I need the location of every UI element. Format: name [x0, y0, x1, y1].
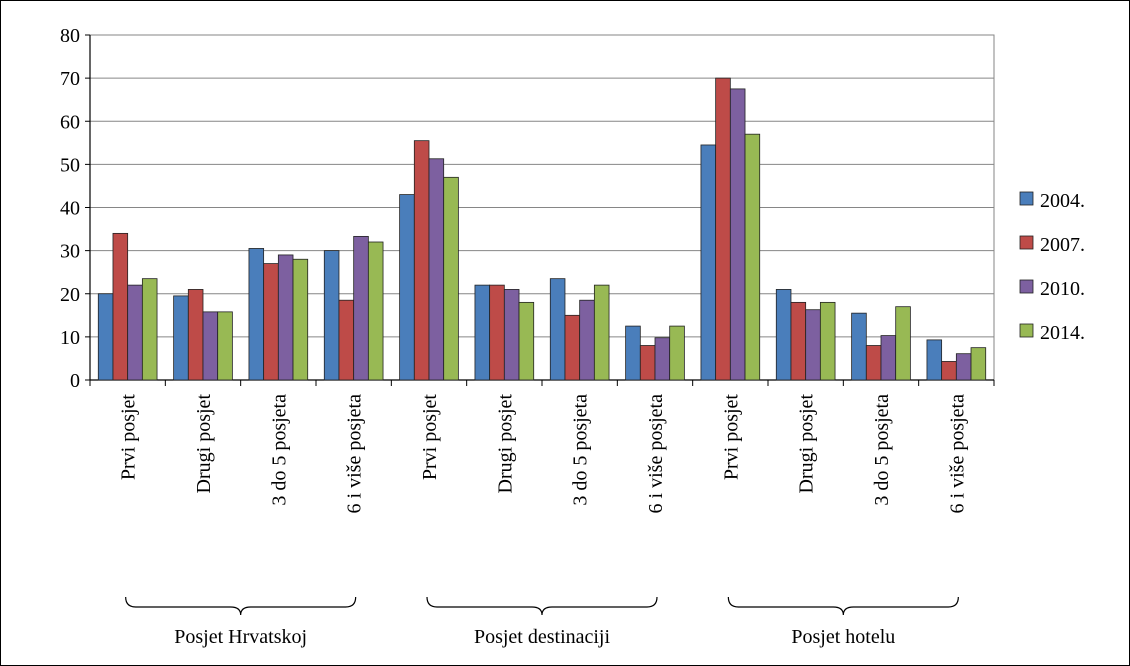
bar-2010-5 — [428, 158, 445, 381]
bar-2004-11 — [851, 312, 867, 381]
y-tick-label: 80 — [60, 25, 80, 47]
bar-2010-2 — [202, 311, 219, 381]
legend-swatch — [1019, 235, 1034, 250]
bar-2004-12 — [926, 339, 943, 381]
bar-2014-9 — [744, 133, 761, 381]
category-label: 3 do 5 posjeta — [570, 394, 592, 506]
bar-2007-12 — [941, 361, 957, 381]
bar-2004-4 — [323, 250, 340, 381]
bar-2014-1 — [141, 278, 158, 381]
category-label: Prvi posjet — [118, 394, 140, 481]
bar-2010-12 — [955, 353, 972, 381]
bar-2007-1 — [112, 232, 129, 381]
bar-2004-6 — [474, 284, 491, 381]
category-label: Drugi posjet — [494, 394, 516, 494]
legend-label: 2010. — [1040, 278, 1085, 300]
bar-2014-2 — [217, 311, 233, 381]
bar-2007-9 — [715, 77, 731, 381]
bar-2010-6 — [503, 289, 520, 381]
legend-label: 2007. — [1040, 234, 1085, 256]
bar-2010-11 — [880, 335, 897, 381]
category-label: Prvi posjet — [720, 394, 742, 481]
legend-label: 2014. — [1040, 322, 1085, 344]
group-label: Posjet destinaciji — [474, 626, 611, 648]
y-tick-label: 30 — [60, 241, 80, 263]
bar-2014-5 — [443, 176, 459, 381]
bar-2007-5 — [413, 140, 430, 381]
bar-2010-10 — [805, 309, 821, 381]
bar-2014-11 — [895, 306, 911, 381]
bar-2004-2 — [173, 295, 189, 381]
bar-2010-1 — [127, 284, 143, 381]
bar-2004-1 — [97, 293, 114, 381]
bar-2004-5 — [399, 194, 415, 381]
bar-2007-2 — [187, 289, 204, 381]
bar-2007-10 — [790, 301, 807, 381]
bar-2010-3 — [277, 254, 294, 381]
group-label: Posjet Hrvatskoj — [174, 626, 307, 648]
bar-2007-3 — [263, 263, 279, 381]
group-label: Posjet hotelu — [791, 626, 895, 648]
category-label: 6 i više posjeta — [645, 394, 667, 514]
bar-2004-7 — [549, 278, 566, 381]
bar-2014-3 — [292, 258, 309, 381]
y-tick-label: 20 — [60, 284, 80, 306]
bar-2014-8 — [669, 325, 685, 381]
bar-2014-10 — [819, 301, 836, 381]
category-label: Prvi posjet — [419, 394, 441, 481]
legend-swatch — [1019, 279, 1034, 294]
bar-2010-7 — [579, 299, 595, 381]
legend-label: 2004. — [1040, 190, 1085, 212]
category-label: Drugi posjet — [796, 394, 818, 494]
bar-2014-4 — [367, 241, 384, 381]
category-label: 3 do 5 posjeta — [871, 394, 893, 506]
legend-swatch — [1019, 323, 1034, 338]
category-label: 6 i više posjeta — [946, 394, 968, 514]
category-label: Drugi posjet — [193, 394, 215, 494]
bar-2007-8 — [639, 345, 656, 381]
bar-2007-4 — [338, 299, 355, 381]
y-tick-label: 50 — [60, 154, 80, 176]
bar-2007-7 — [564, 314, 581, 381]
group-bracket — [426, 596, 658, 616]
bar-2010-9 — [729, 88, 746, 381]
y-tick-label: 70 — [60, 68, 80, 90]
y-tick-label: 40 — [60, 198, 80, 220]
y-tick-label: 60 — [60, 111, 80, 133]
bar-2014-6 — [518, 301, 535, 381]
y-tick-label: 0 — [70, 370, 80, 392]
bar-2004-3 — [248, 248, 265, 381]
bar-2004-8 — [625, 325, 641, 381]
bar-2004-9 — [700, 144, 717, 381]
group-bracket — [125, 596, 357, 616]
y-tick-label: 10 — [60, 327, 80, 349]
bar-2014-12 — [970, 347, 987, 381]
bar-2010-8 — [654, 337, 671, 381]
bar-2010-4 — [353, 235, 369, 381]
bar-2007-6 — [489, 284, 505, 381]
bar-2004-10 — [775, 289, 792, 381]
bar-2007-11 — [865, 345, 882, 381]
group-bracket — [727, 596, 959, 616]
bar-2014-7 — [593, 284, 610, 381]
category-label: 3 do 5 posjeta — [268, 394, 290, 506]
legend-swatch — [1019, 191, 1034, 206]
category-label: 6 i više posjeta — [344, 394, 366, 514]
